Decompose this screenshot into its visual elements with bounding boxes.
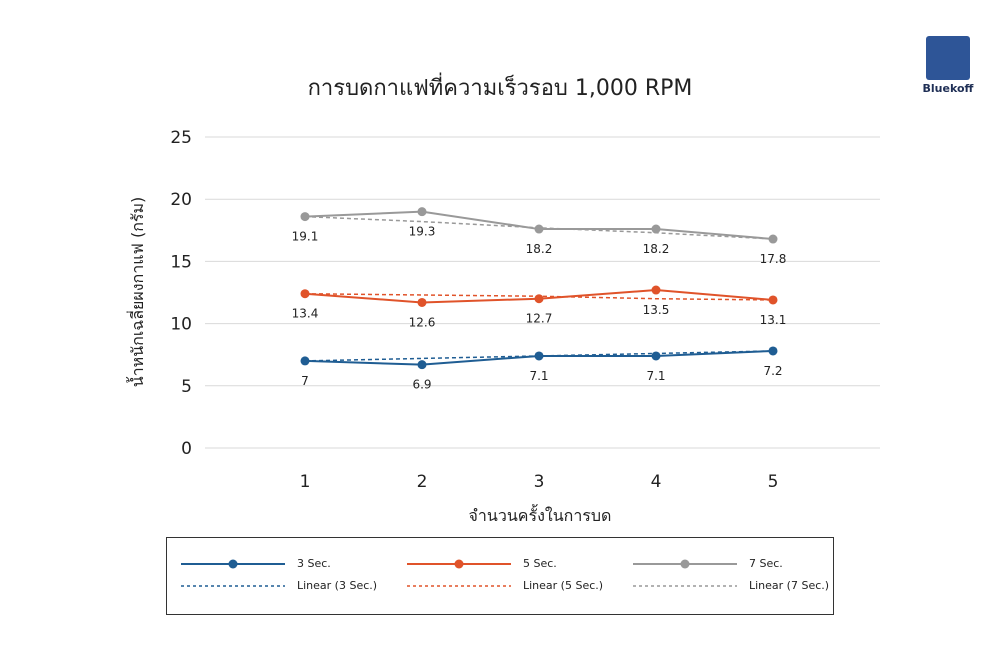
legend-label-3sec: 3 Sec. <box>297 557 331 570</box>
legend-label-linear-3sec: Linear (3 Sec.) <box>297 579 378 592</box>
legend-dash-3sec-icon <box>181 585 285 587</box>
logo-mark <box>926 36 970 80</box>
x-tick-label: 4 <box>651 472 662 492</box>
y-axis-label: น้ำหนักเฉลี่ยผงกาแฟ (กรัม) <box>126 197 147 388</box>
data-point <box>651 224 661 234</box>
legend-line-3sec-icon <box>181 559 285 569</box>
data-point <box>300 356 310 366</box>
data-label: 13.5 <box>643 303 670 317</box>
legend-line-7sec-icon <box>633 559 737 569</box>
data-point <box>417 297 427 307</box>
data-label: 19.1 <box>292 230 319 244</box>
data-label: 7.1 <box>529 369 548 383</box>
data-point <box>768 234 778 244</box>
y-tick-label: 0 <box>181 439 192 459</box>
data-label: 6.9 <box>412 378 431 392</box>
legend-item-3sec: 3 Sec. <box>177 554 331 574</box>
data-point <box>651 285 661 295</box>
legend-label-5sec: 5 Sec. <box>523 557 557 570</box>
legend-dash-7sec-icon <box>633 585 737 587</box>
data-point <box>534 294 544 304</box>
data-label: 7 <box>301 374 309 388</box>
data-point <box>417 360 427 370</box>
legend-line-5sec-icon <box>407 559 511 569</box>
x-tick-label: 2 <box>417 472 428 492</box>
legend-item-linear-3sec: Linear (3 Sec.) <box>177 576 377 596</box>
legend-item-7sec: 7 Sec. <box>629 554 783 574</box>
data-point <box>417 207 427 217</box>
data-label: 19.3 <box>409 225 436 239</box>
y-tick-label: 25 <box>170 128 192 148</box>
logo-text: Bluekoff <box>922 82 974 95</box>
legend-label-7sec: 7 Sec. <box>749 557 783 570</box>
chart-title: การบดกาแฟที่ความเร็วรอบ 1,000 RPM <box>307 76 693 101</box>
data-point <box>300 289 310 299</box>
data-label: 12.6 <box>409 315 436 329</box>
data-label: 13.4 <box>292 307 319 321</box>
data-label: 18.2 <box>526 242 553 256</box>
data-point <box>768 346 778 356</box>
y-tick-label: 15 <box>170 252 192 272</box>
y-tick-label: 10 <box>170 315 192 335</box>
data-point <box>534 351 544 361</box>
data-point <box>534 224 544 234</box>
data-label: 13.1 <box>760 313 787 327</box>
data-point <box>300 212 310 222</box>
data-label: 7.1 <box>646 369 665 383</box>
data-label: 18.2 <box>643 242 670 256</box>
x-tick-label: 5 <box>768 472 779 492</box>
data-label: 17.8 <box>760 252 787 266</box>
legend-item-linear-5sec: Linear (5 Sec.) <box>403 576 603 596</box>
data-label: 12.7 <box>526 312 553 326</box>
legend-label-linear-5sec: Linear (5 Sec.) <box>523 579 604 592</box>
data-label: 7.2 <box>763 364 782 378</box>
legend-item-5sec: 5 Sec. <box>403 554 557 574</box>
legend: 3 Sec. 5 Sec. 7 Sec. Linear (3 Sec.) Lin… <box>166 537 834 615</box>
x-axis-label: จำนวนครั้งในการบด <box>469 504 612 525</box>
data-point <box>768 295 778 305</box>
y-tick-label: 5 <box>181 377 192 397</box>
legend-label-linear-7sec: Linear (7 Sec.) <box>749 579 830 592</box>
brand-logo: Bluekoff <box>922 36 974 100</box>
x-tick-label: 3 <box>534 472 545 492</box>
legend-dash-5sec-icon <box>407 585 511 587</box>
y-tick-label: 20 <box>170 190 192 210</box>
legend-item-linear-7sec: Linear (7 Sec.) <box>629 576 829 596</box>
data-point <box>651 351 661 361</box>
x-tick-label: 1 <box>300 472 311 492</box>
